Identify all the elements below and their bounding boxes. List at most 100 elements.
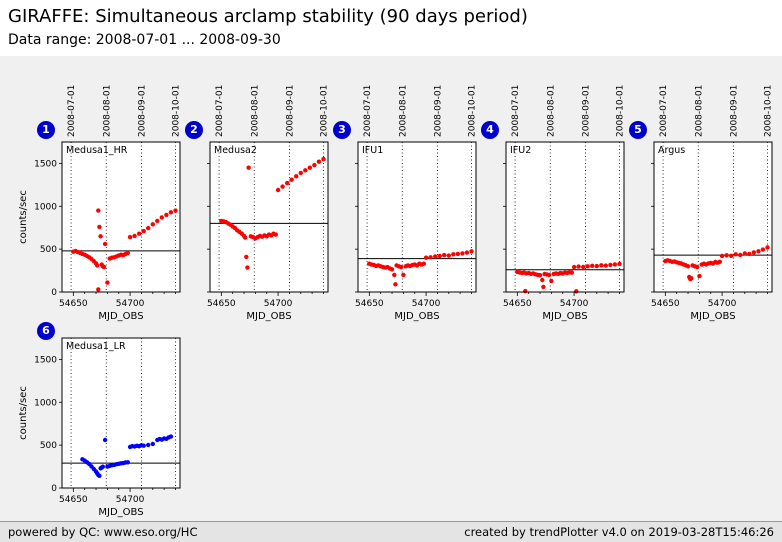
x-tick-label: 54700: [264, 299, 293, 309]
chart-title: IFU2: [510, 145, 531, 156]
page-title: GIRAFFE: Simultaneous arclamp stability …: [8, 6, 528, 27]
x-tick-label: 54650: [207, 299, 236, 309]
date-tick-label: 2008-07-01: [511, 84, 521, 136]
x-axis-label: MJD_OBS: [394, 311, 439, 322]
chart-number-badge[interactable]: 2: [185, 120, 203, 139]
footer-bar: powered by QC: www.eso.org/HC created by…: [0, 521, 782, 542]
x-tick-label: 54700: [116, 299, 145, 309]
created-by-label: created by trendPlotter v4.0 on 2019-03-…: [464, 525, 774, 539]
x-axis-label: MJD_OBS: [542, 311, 587, 322]
date-tick-label: 2008-10-01: [467, 84, 477, 136]
y-axis-label: counts/sec: [18, 386, 29, 440]
y-axis-label: counts/sec: [18, 190, 29, 244]
plot-area: [654, 141, 772, 292]
powered-by-label: powered by QC:: [8, 525, 101, 539]
plot-frame: [61, 141, 181, 293]
y-tick-label: 1500: [34, 355, 57, 365]
date-tick-label: 2008-09-01: [285, 84, 295, 136]
month-gridlines: [70, 337, 176, 488]
plot-frame: [61, 337, 181, 489]
month-gridlines: 2008-07-01 2008-08-01 2008-09-01 2008-10-01: [363, 84, 477, 292]
x-tick-label: 54650: [355, 299, 384, 309]
date-tick-label: 2008-07-01: [67, 84, 77, 136]
date-tick-label: 2008-10-01: [319, 84, 329, 136]
plot-row-2: 6 54650 54700 0 500 1000 1500 Medusa1_LR MJD_OBS…: [16, 321, 782, 518]
data-points: [367, 248, 474, 287]
x-tick-label: 54650: [59, 495, 88, 505]
qc-link[interactable]: www.eso.org/HC: [103, 525, 198, 539]
chart-IFU2[interactable]: 2008-07-01 2008-08-01 2008-09-01 2008-10-01…: [494, 68, 628, 322]
x-tick-label: 54700: [412, 299, 441, 309]
month-gridlines: 2008-07-01 2008-08-01 2008-09-01 2008-10-01: [659, 84, 773, 292]
y-tick-label: 500: [40, 245, 57, 255]
chart-title: Medusa2: [214, 145, 257, 156]
y-tick-label: 1500: [34, 159, 57, 169]
date-tick-label: 2008-08-01: [694, 84, 704, 136]
x-axis-label: MJD_OBS: [98, 311, 143, 322]
chart-cell-Argus: 5 2008-07-01 2008-08-01 2008-09-01 2008-10-0…: [629, 68, 776, 322]
date-tick-label: 2008-08-01: [250, 84, 260, 136]
chart-IFU1[interactable]: 2008-07-01 2008-08-01 2008-09-01 2008-10-01…: [346, 68, 480, 322]
date-tick-label: 2008-10-01: [763, 84, 773, 136]
chart-cell-IFU1: 3 2008-07-01 2008-08-01 2008-09-01 2008-10-0…: [333, 68, 480, 322]
page-header: GIRAFFE: Simultaneous arclamp stability …: [0, 0, 782, 56]
chart-Medusa2[interactable]: 2008-07-01 2008-08-01 2008-09-01 2008-10-01…: [198, 68, 332, 322]
date-tick-label: 2008-07-01: [363, 84, 373, 136]
plot-frame: [209, 141, 329, 293]
chart-title: Medusa1_LR: [66, 341, 126, 352]
y-tick-label: 500: [40, 441, 57, 451]
x-tick-label: 54700: [116, 495, 145, 505]
chart-title: Medusa1_HR: [66, 145, 128, 156]
x-axis-label: MJD_OBS: [690, 311, 735, 322]
chart-number-badge[interactable]: 3: [333, 120, 351, 139]
date-tick-label: 2008-10-01: [171, 84, 181, 136]
chart-Medusa1_HR[interactable]: 2008-07-01 2008-08-01 2008-09-01 2008-10-01…: [16, 68, 184, 322]
date-tick-label: 2008-08-01: [102, 84, 112, 136]
x-tick-label: 54650: [651, 299, 680, 309]
x-tick-label: 54700: [560, 299, 589, 309]
date-tick-label: 2008-09-01: [581, 84, 591, 136]
chart-cell-Medusa1_LR: 6 54650 54700 0 500 1000 1500 Medusa1_LR MJD_OBS…: [16, 321, 184, 518]
date-tick-label: 2008-08-01: [398, 84, 408, 136]
plot-frame: [505, 141, 625, 293]
month-gridlines: 2008-07-01 2008-08-01 2008-09-01 2008-10-01: [67, 84, 181, 292]
x-tick-label: 54650: [59, 299, 88, 309]
chart-number-badge[interactable]: 5: [629, 120, 647, 139]
plot-frame: [357, 141, 477, 293]
chart-number-badge[interactable]: 1: [37, 120, 55, 139]
date-tick-label: 2008-07-01: [215, 84, 225, 136]
month-gridlines: 2008-07-01 2008-08-01 2008-09-01 2008-10-01: [511, 84, 625, 292]
month-gridlines: 2008-07-01 2008-08-01 2008-09-01 2008-10-01: [215, 84, 329, 292]
chart-number-badge[interactable]: 4: [481, 120, 499, 139]
date-tick-label: 2008-09-01: [137, 84, 147, 136]
x-tick-label: 54650: [503, 299, 532, 309]
chart-cell-Medusa1_HR: 1 2008-07-01 2008-08-01 2008-09-01 2008-10-0…: [16, 68, 184, 322]
y-tick-label: 0: [51, 484, 57, 494]
plot-area: [358, 141, 476, 292]
date-tick-label: 2008-08-01: [546, 84, 556, 136]
plot-row-1: 1 2008-07-01 2008-08-01 2008-09-01 2008-10-0…: [16, 68, 782, 322]
chart-number-badge[interactable]: 6: [37, 321, 55, 340]
date-tick-label: 2008-07-01: [659, 84, 669, 136]
x-tick-label: 54700: [708, 299, 737, 309]
data-points: [515, 261, 622, 294]
x-axis-label: MJD_OBS: [246, 311, 291, 322]
x-axis-label: MJD_OBS: [98, 507, 143, 518]
date-tick-label: 2008-10-01: [615, 84, 625, 136]
date-tick-label: 2008-09-01: [729, 84, 739, 136]
plot-area: [210, 141, 328, 292]
date-tick-label: 2008-09-01: [433, 84, 443, 136]
y-tick-label: 0: [51, 288, 57, 298]
data-points: [71, 208, 178, 292]
plot-frame: [653, 141, 773, 293]
data-points: [219, 156, 326, 270]
chart-Medusa1_LR[interactable]: 54650 54700 0 500 1000 1500 Medusa1_LR MJD_OBS c…: [16, 324, 184, 518]
y-tick-label: 1000: [34, 398, 57, 408]
chart-cell-Medusa2: 2 2008-07-01 2008-08-01 2008-09-01 2008-10-0…: [185, 68, 332, 322]
data-range-subtitle: Data range: 2008-07-01 ... 2008-09-30: [8, 31, 281, 48]
footer-left: powered by QC: www.eso.org/HC: [8, 525, 198, 539]
chart-title: IFU1: [362, 145, 383, 156]
chart-Argus[interactable]: 2008-07-01 2008-08-01 2008-09-01 2008-10-01…: [642, 68, 776, 322]
chart-title: Argus: [658, 145, 685, 156]
data-points: [663, 244, 770, 281]
